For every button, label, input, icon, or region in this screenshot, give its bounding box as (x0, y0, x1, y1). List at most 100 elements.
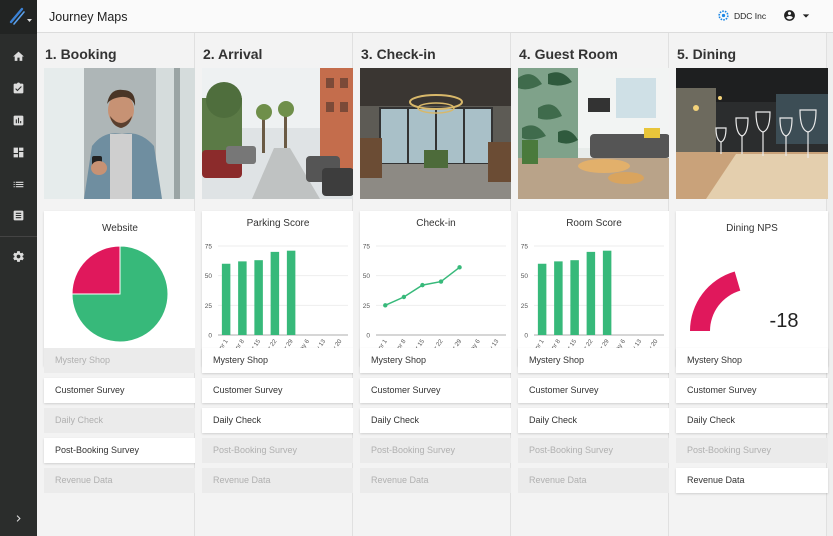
stage-title: 1. Booking (45, 46, 117, 62)
post-booking-surveybutton[interactable]: Post-Booking Survey (44, 438, 196, 463)
pie-slice-satisfied (71, 245, 169, 343)
revenue-databutton: Revenue Data (518, 468, 670, 493)
revenue-databutton: Revenue Data (360, 468, 512, 493)
daily-checkbutton: Daily Check (44, 408, 196, 433)
stage-chart: SatisfiedDissatisfied (67, 245, 169, 360)
dashboard-icon (13, 147, 24, 157)
post-booking-surveybutton: Post-Booking Survey (676, 438, 828, 463)
stage-title: 3. Check-in (361, 46, 436, 62)
y-tick-label: 75 (205, 243, 213, 250)
stage-chart-card[interactable]: Dining NPS -18 (676, 211, 828, 366)
bar (254, 260, 263, 335)
y-tick-label: 50 (205, 273, 213, 280)
y-tick-label: 25 (363, 303, 371, 310)
stage-photo-person-with-phone (44, 68, 196, 199)
stage-title: 5. Dining (677, 46, 737, 62)
bar (554, 261, 563, 335)
y-tick-label: 0 (208, 333, 212, 340)
stage-column-5: 5. Dining Dining NPS -18 Mystery Shop Cus… (669, 33, 828, 536)
stage-photo-restaurant (676, 68, 828, 199)
daily-checkbutton[interactable]: Daily Check (676, 408, 828, 433)
daily-checkbutton[interactable]: Daily Check (360, 408, 512, 433)
stage-chart-card[interactable]: Website SatisfiedDissatisfied (44, 211, 196, 366)
gauge-arc (690, 271, 741, 331)
chart-title: Parking Score (246, 218, 310, 229)
customer-surveybutton[interactable]: Customer Survey (202, 378, 354, 403)
user-menu[interactable] (783, 9, 810, 22)
list-icon (13, 181, 24, 187)
bar (270, 251, 280, 335)
stage-photo-street (202, 68, 354, 199)
y-tick-label: 0 (524, 333, 528, 340)
sidebar-settings-button[interactable] (0, 240, 37, 272)
account-circle-icon (784, 10, 795, 21)
mystery-shopbutton[interactable]: Mystery Shop (676, 348, 828, 373)
stage-title: 2. Arrival (203, 46, 263, 62)
sidebar-expand-button[interactable] (0, 502, 37, 534)
bar (537, 263, 547, 335)
org-selector[interactable]: DDC Inc (717, 9, 766, 22)
gauge-value-label: -18 (770, 310, 799, 332)
sidebar-documents-button[interactable] (0, 199, 37, 231)
mystery-shopbutton[interactable]: Mystery Shop (518, 348, 670, 373)
revenue-databutton[interactable]: Revenue Data (676, 468, 828, 493)
caret-down-icon (802, 13, 810, 18)
mystery-shopbutton: Mystery Shop (44, 348, 196, 373)
org-gear-icon (718, 10, 729, 21)
mystery-shopbutton[interactable]: Mystery Shop (360, 348, 512, 373)
logo-icon (9, 7, 32, 25)
customer-surveybutton[interactable]: Customer Survey (360, 378, 512, 403)
org-name: DDC Inc (734, 10, 767, 21)
bar (570, 260, 579, 335)
data-point (438, 279, 444, 284)
settings-icon (13, 250, 24, 262)
chevron-right-icon (16, 514, 21, 522)
stage-column-1: 1. Booking Website SatisfiedDissatisfied… (37, 33, 196, 536)
bar (221, 263, 231, 335)
customer-surveybutton[interactable]: Customer Survey (676, 378, 828, 403)
daily-checkbutton[interactable]: Daily Check (202, 408, 354, 433)
app-logo[interactable] (0, 0, 37, 34)
chart-title: Dining NPS (726, 223, 778, 234)
top-header: Journey Maps DDC Inc (37, 0, 833, 33)
bar-chart-icon (13, 115, 24, 125)
customer-surveybutton[interactable]: Customer Survey (518, 378, 670, 403)
daily-checkbutton[interactable]: Daily Check (518, 408, 670, 433)
data-point (401, 294, 407, 300)
chart-title: Website (102, 223, 138, 234)
sidebar-list-button[interactable] (0, 168, 37, 200)
stage-chart: -18 (690, 271, 799, 332)
chart-title: Check-in (416, 218, 456, 229)
sidebar-reports-button[interactable] (0, 104, 37, 136)
photo-illustration (44, 68, 196, 199)
photo-illustration (360, 68, 512, 199)
data-point (420, 282, 425, 288)
y-tick-label: 25 (205, 303, 213, 310)
stage-column-2: 2. Arrival Parking Score 0 25 50 75 Apr 1 Apr… (195, 33, 354, 536)
sidebar-home-button[interactable] (0, 40, 37, 72)
sidebar-dashboard-button[interactable] (0, 136, 37, 168)
customer-surveybutton[interactable]: Customer Survey (44, 378, 196, 403)
y-tick-label: 50 (363, 273, 371, 280)
sidebar-assignment-button[interactable] (0, 72, 37, 104)
bar (586, 251, 596, 335)
y-tick-label: 75 (363, 243, 371, 250)
photo-illustration (202, 68, 354, 199)
stage-photo-room (518, 68, 670, 199)
bar (238, 261, 247, 335)
data-point (383, 303, 388, 308)
mystery-shopbutton[interactable]: Mystery Shop (202, 348, 354, 373)
page-title: Journey Maps (49, 10, 128, 24)
bar (286, 250, 296, 335)
sidebar (0, 0, 37, 536)
photo-illustration (518, 68, 670, 199)
y-tick-label: 75 (521, 243, 529, 250)
home-icon (13, 51, 24, 61)
post-booking-surveybutton: Post-Booking Survey (360, 438, 512, 463)
bar (602, 250, 612, 335)
